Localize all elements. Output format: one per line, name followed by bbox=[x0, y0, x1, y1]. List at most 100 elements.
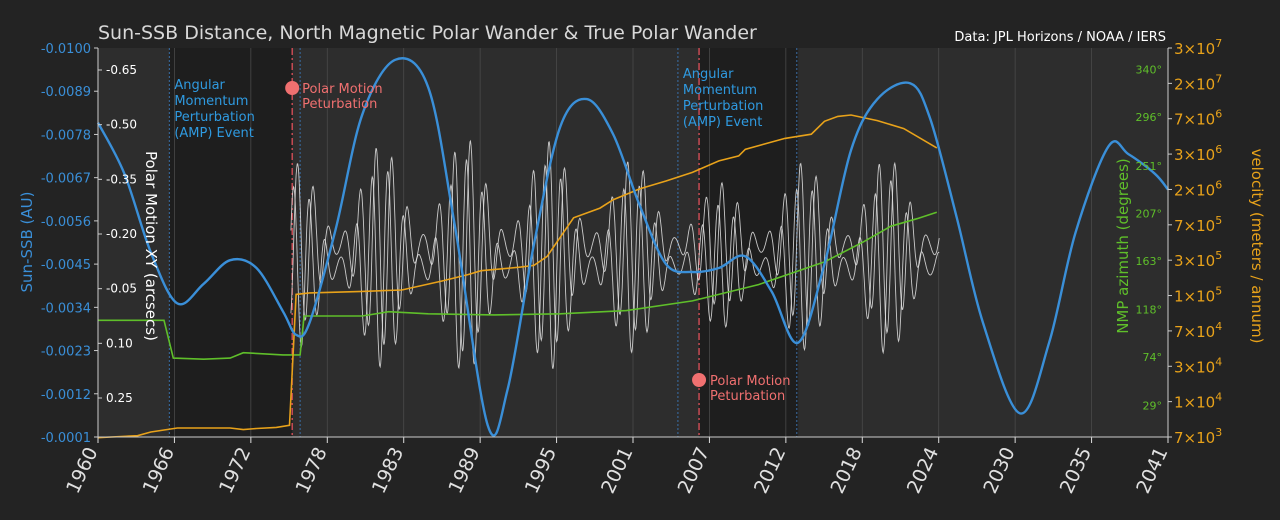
velocity-tick-exponent: 6 bbox=[1215, 178, 1222, 191]
amp-event-label: (AMP) Event bbox=[683, 115, 762, 130]
velocity-tick-label: 3×104 bbox=[1174, 355, 1222, 376]
left-tick-label: -0.0001 bbox=[41, 431, 91, 446]
velocity-tick-exponent: 5 bbox=[1215, 285, 1222, 298]
velocity-tick-label: 7×104 bbox=[1174, 320, 1222, 341]
velocity-tick-exponent: 4 bbox=[1215, 391, 1222, 404]
velocity-tick-label: 1×104 bbox=[1174, 391, 1222, 412]
velocity-tick-exponent: 4 bbox=[1215, 355, 1222, 368]
velocity-axis-label: velocity (meters / annum) bbox=[1248, 149, 1266, 344]
shaded-span bbox=[169, 48, 293, 437]
shaded-spans-layer bbox=[169, 48, 799, 437]
inner-tick-label: 0.10 bbox=[106, 336, 133, 350]
nmp-tick-label: 296° bbox=[1136, 111, 1163, 124]
inner-tick-label: -0.35 bbox=[106, 172, 137, 186]
velocity-tick-exponent: 5 bbox=[1215, 214, 1222, 227]
amp-event-label: Momentum bbox=[174, 94, 248, 109]
velocity-tick-times: ×10 bbox=[1184, 75, 1216, 93]
nmp-tick-label: 207° bbox=[1136, 207, 1163, 220]
polar-motion-x-line bbox=[290, 139, 940, 352]
velocity-tick-base: 7 bbox=[1174, 217, 1184, 235]
velocity-tick-times: ×10 bbox=[1184, 40, 1216, 58]
inner-tick-label: 0.25 bbox=[106, 391, 133, 405]
velocity-tick-exponent: 6 bbox=[1215, 108, 1222, 121]
velocity-tick-label: 3×106 bbox=[1174, 143, 1222, 164]
velocity-tick-base: 3 bbox=[1174, 40, 1184, 58]
velocity-tick-base: 7 bbox=[1174, 111, 1184, 129]
nmp-axis-label: NMP azimuth (degrees) bbox=[1114, 158, 1132, 334]
velocity-tick-label: 1×105 bbox=[1174, 285, 1222, 306]
velocity-tick-exponent: 7 bbox=[1215, 72, 1222, 85]
left-axis-label: Sun-SSB (AU) bbox=[18, 192, 36, 293]
left-tick-label: -0.0056 bbox=[41, 215, 91, 230]
nmp-tick-label: 163° bbox=[1136, 255, 1163, 268]
velocity-tick-exponent: 4 bbox=[1215, 320, 1222, 333]
nmp-tick-label: 29° bbox=[1143, 400, 1163, 413]
left-tick-label: -0.0012 bbox=[41, 388, 91, 403]
velocity-tick-label: 2×106 bbox=[1174, 178, 1222, 199]
left-tick-label: -0.0100 bbox=[41, 42, 91, 57]
sun-ssb-line bbox=[96, 57, 1169, 437]
velocity-tick-times: ×10 bbox=[1184, 217, 1216, 235]
nmp-tick-label: 118° bbox=[1136, 303, 1163, 316]
left-tick-label: -0.0023 bbox=[41, 345, 91, 360]
amp-event-label: Momentum bbox=[683, 83, 757, 98]
polar-motion-y-line bbox=[290, 158, 940, 370]
velocity-line bbox=[97, 114, 938, 439]
chart-title: Sun-SSB Distance, North Magnetic Polar W… bbox=[98, 22, 757, 44]
velocity-tick-base: 3 bbox=[1174, 358, 1184, 376]
left-tick-label: -0.0089 bbox=[41, 85, 91, 100]
data-source-label: Data: JPL Horizons / NOAA / IERS bbox=[954, 30, 1166, 45]
amp-event-label: Angular bbox=[174, 78, 225, 93]
nmp-tick-label: 74° bbox=[1143, 351, 1163, 364]
amp-event-label: Perturbation bbox=[174, 110, 255, 125]
left-tick-label: -0.0034 bbox=[41, 301, 91, 316]
inner-tick-label: -0.50 bbox=[106, 118, 137, 132]
velocity-tick-label: 7×105 bbox=[1174, 214, 1222, 235]
velocity-tick-times: ×10 bbox=[1184, 358, 1216, 376]
inner-tick-label: -0.05 bbox=[106, 282, 137, 296]
velocity-tick-label: 7×103 bbox=[1174, 426, 1222, 447]
velocity-tick-exponent: 6 bbox=[1215, 143, 1222, 156]
velocity-tick-base: 2 bbox=[1174, 75, 1184, 93]
polar-motion-label: Polar Motion bbox=[710, 374, 790, 389]
velocity-tick-times: ×10 bbox=[1184, 323, 1216, 341]
polar-motion-label: Peturbation bbox=[302, 97, 377, 112]
polar-motion-marker bbox=[692, 373, 707, 387]
velocity-tick-label: 3×107 bbox=[1174, 37, 1222, 58]
series-layer bbox=[96, 57, 1169, 439]
left-tick-label: -0.0067 bbox=[41, 172, 91, 187]
velocity-tick-base: 3 bbox=[1174, 252, 1184, 270]
velocity-tick-label: 3×105 bbox=[1174, 249, 1222, 270]
velocity-tick-times: ×10 bbox=[1184, 429, 1216, 447]
amp-event-label: (AMP) Event bbox=[174, 126, 253, 141]
velocity-tick-times: ×10 bbox=[1184, 111, 1216, 129]
velocity-tick-exponent: 5 bbox=[1215, 249, 1222, 262]
polar-motion-marker bbox=[285, 81, 300, 95]
velocity-tick-times: ×10 bbox=[1184, 252, 1216, 270]
amp-event-label: Angular bbox=[683, 67, 734, 82]
velocity-tick-base: 1 bbox=[1174, 394, 1184, 412]
event-lines-layer bbox=[168, 48, 798, 437]
inner-tick-label: -0.65 bbox=[106, 63, 137, 77]
polar-motion-label: Polar Motion bbox=[302, 82, 382, 97]
nmp-azimuth-line bbox=[98, 211, 938, 361]
inner-tick-label: -0.20 bbox=[106, 227, 137, 241]
velocity-tick-base: 7 bbox=[1174, 323, 1184, 341]
velocity-tick-base: 1 bbox=[1174, 288, 1184, 306]
velocity-tick-base: 2 bbox=[1174, 181, 1184, 199]
velocity-tick-times: ×10 bbox=[1184, 394, 1216, 412]
left-tick-label: -0.0078 bbox=[41, 128, 91, 143]
left-tick-label: -0.0045 bbox=[41, 258, 91, 273]
velocity-tick-exponent: 3 bbox=[1215, 426, 1222, 439]
velocity-tick-times: ×10 bbox=[1184, 181, 1216, 199]
velocity-tick-label: 2×107 bbox=[1174, 72, 1222, 93]
amp-event-label: Perturbation bbox=[683, 99, 764, 114]
velocity-tick-label: 7×106 bbox=[1174, 108, 1222, 129]
velocity-tick-base: 3 bbox=[1174, 146, 1184, 164]
inner-axis-label: Polar Motion XY (arcsecs) bbox=[142, 151, 160, 341]
velocity-tick-exponent: 7 bbox=[1215, 37, 1222, 50]
velocity-tick-times: ×10 bbox=[1184, 146, 1216, 164]
